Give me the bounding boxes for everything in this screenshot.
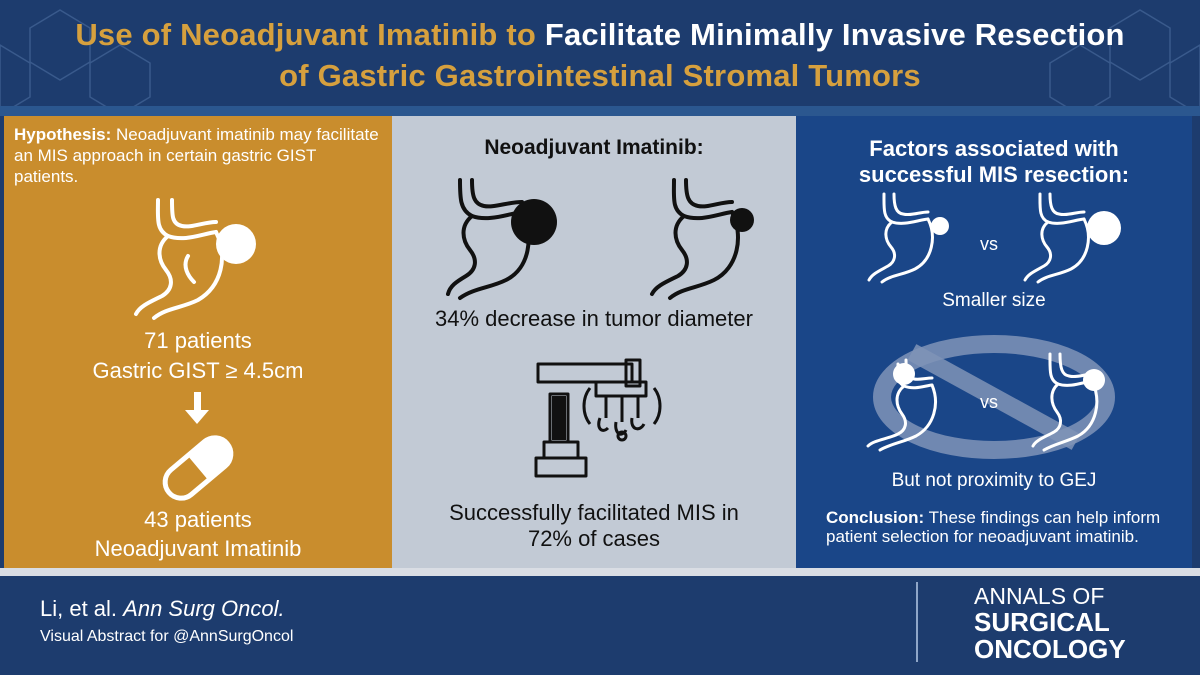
citation-journal: Ann Surg Oncol. [123,596,285,621]
prohibited-icon [873,335,1115,459]
conclusion-body: These findings can help inform patient s… [826,508,1161,546]
visual-abstract-credit: Visual Abstract for @AnnSurgOncol [40,628,294,645]
conclusion-label: Conclusion: [826,508,925,527]
stomach-small-tumor-icon [650,178,754,300]
factors-heading-line-2: successful MIS resection: [858,162,1130,187]
title-main: Facilitate Minimally Invasive Resection [544,17,1125,52]
factors-heading-line-1: Factors associated with [869,136,1119,161]
brand-line-1: ANNALS OF [974,583,1105,609]
hypothesis-label: Hypothesis: [14,125,112,144]
stomach-large-tumor-icon [446,178,557,300]
brand-line-3: ONCOLOGY [974,634,1126,664]
patients-criteria: Gastric GIST ≥ 4.5cm [92,358,304,383]
header-divider [0,106,1200,116]
surgical-robot-icon [534,358,662,478]
patients-count: 71 patients [144,328,252,353]
conclusion-text: Conclusion: These findings can help info… [826,508,1176,546]
page-title: Use of Neoadjuvant Imatinib to Facilitat… [0,14,1200,96]
down-arrow-icon [185,392,209,424]
citation: Li, et al. Ann Surg Oncol. [40,596,285,622]
hypothesis-text: Hypothesis: Neoadjuvant imatinib may fac… [14,124,384,187]
vs-label-2: vs [980,392,998,412]
results-heading: Neoadjuvant Imatinib: [484,136,704,159]
footer-separator [916,582,918,662]
hypothesis-panel [4,116,392,568]
pill-icon [162,435,234,501]
factor-proximity: But not proximity to GEJ [891,470,1097,491]
title-line-1: Use of Neoadjuvant Imatinib to Facilitat… [0,14,1200,55]
tumor-result: 34% decrease in tumor diameter [435,306,753,331]
mis-result-line-2: 72% of cases [527,526,661,551]
stomach-large-tumor-icon [1023,192,1121,284]
stomach-icon [134,198,256,320]
citation-authors: Li, et al. [40,596,118,621]
title-highlight: Use of Neoadjuvant Imatinib to [75,17,537,52]
vs-label-1: vs [980,234,998,254]
title-line-2: of Gastric Gastrointestinal Stromal Tumo… [279,58,921,93]
treated-label: Neoadjuvant Imatinib [94,536,302,561]
mis-result-line-1: Successfully facilitated MIS in [449,500,739,525]
factor-size: Smaller size [942,290,1046,311]
treated-count: 43 patients [144,507,252,532]
brand-line-2: SURGICAL [974,607,1110,637]
stomach-gej-tumor-icon [1031,352,1105,452]
stomach-distal-tumor-icon [866,358,937,452]
footer-divider [0,568,1200,576]
hypothesis-body: Neoadjuvant imatinib may facilitate an M… [14,125,379,186]
stomach-small-tumor-icon [867,192,949,284]
journal-logo: ANNALS OF SURGICAL ONCOLOGY [974,584,1126,663]
